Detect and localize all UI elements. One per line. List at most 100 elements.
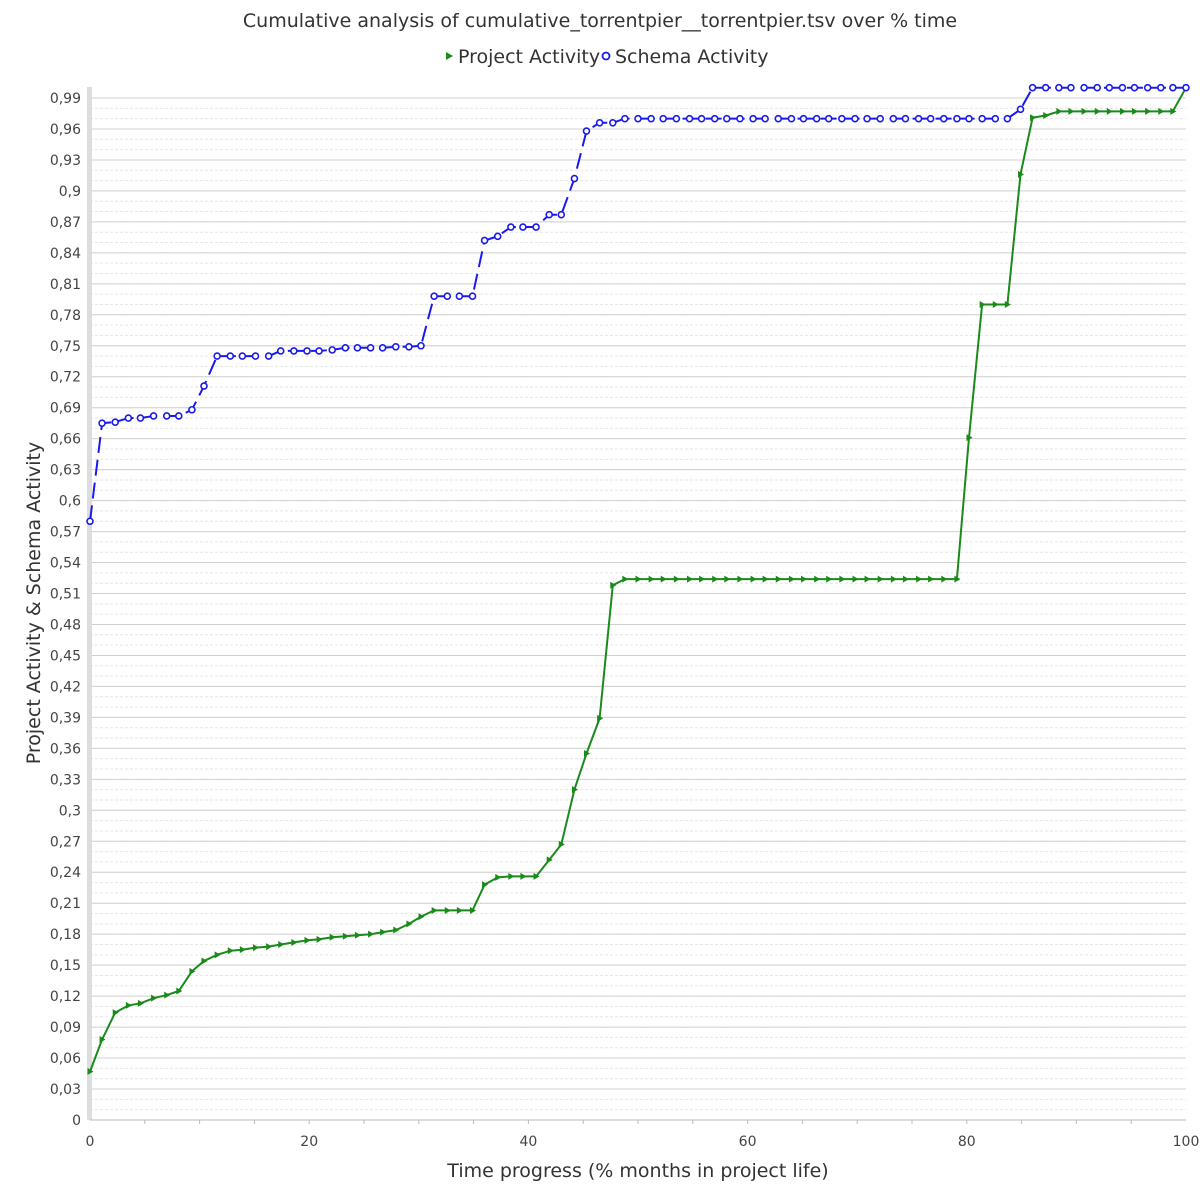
data-point-schema-activity (1067, 83, 1075, 92)
data-point-project-activity (1158, 107, 1165, 115)
data-point-project-activity (112, 1009, 119, 1017)
data-point-schema-activity (378, 344, 387, 352)
data-point-project-activity (278, 941, 285, 949)
data-point-project-activity (291, 938, 298, 946)
data-point-project-activity (890, 575, 897, 583)
data-point-project-activity (954, 575, 961, 583)
data-point-schema-activity (1118, 83, 1127, 92)
y-tick-label: 0,15 (50, 958, 81, 974)
data-point-schema-activity (991, 114, 1000, 123)
data-point-schema-activity (953, 114, 961, 123)
data-point-project-activity (1081, 107, 1088, 115)
data-point-project-activity (979, 300, 986, 308)
data-point-schema-activity (251, 352, 260, 360)
data-point-schema-activity (965, 114, 973, 123)
y-tick-label: 0,33 (50, 772, 81, 788)
data-point-schema-activity (1016, 105, 1025, 114)
x-tick-label: 0 (86, 1134, 95, 1150)
data-point-schema-activity (774, 114, 783, 123)
data-point-project-activity (966, 434, 973, 442)
data-point-schema-activity (557, 210, 566, 219)
data-point-project-activity (354, 931, 361, 939)
data-point-project-activity (724, 575, 731, 583)
data-point-schema-activity (659, 114, 668, 123)
data-point-schema-activity (200, 382, 208, 390)
data-point-project-activity (418, 913, 425, 921)
data-point-project-activity (941, 575, 948, 583)
y-tick-label: 0,9 (59, 184, 81, 200)
y-tick-label: 0,81 (50, 277, 81, 293)
data-point-project-activity (99, 1035, 106, 1043)
data-point-project-activity (622, 575, 629, 583)
data-point-schema-activity (341, 344, 350, 352)
data-point-project-activity (176, 987, 183, 995)
data-point-project-activity (495, 873, 502, 881)
y-tick-label: 0,87 (50, 215, 81, 231)
y-tick-label: 0,42 (50, 679, 81, 695)
data-point-project-activity (762, 575, 769, 583)
data-point-project-activity (852, 575, 859, 583)
y-tick-label: 0,06 (50, 1051, 81, 1067)
chart-title: Cumulative analysis of cumulative_torren… (243, 10, 957, 32)
data-point-project-activity (380, 928, 387, 936)
data-point-schema-activity (519, 223, 527, 231)
data-point-schema-activity (647, 114, 655, 123)
data-point-schema-activity (1093, 83, 1102, 92)
data-point-schema-activity (876, 114, 885, 123)
data-point-project-activity (316, 935, 323, 943)
data-point-schema-activity (608, 118, 617, 127)
data-point-schema-activity (685, 114, 694, 123)
triangle-marker-icon (446, 52, 453, 60)
y-tick-label: 0,75 (50, 339, 81, 355)
data-point-project-activity (635, 575, 642, 583)
data-point-schema-activity (1041, 83, 1050, 92)
data-point-schema-activity (276, 347, 285, 355)
data-point-schema-activity (468, 292, 477, 301)
data-point-project-activity (660, 575, 667, 583)
data-point-project-activity (558, 840, 565, 848)
data-point-schema-activity (761, 114, 769, 123)
data-point-schema-activity (1143, 83, 1152, 92)
data-point-project-activity (916, 575, 923, 583)
data-point-project-activity (610, 581, 617, 589)
data-point-schema-activity (863, 114, 871, 123)
y-tick-label: 0,09 (50, 1020, 81, 1036)
data-point-schema-activity (736, 114, 744, 123)
y-tick-label: 0,96 (50, 122, 81, 138)
data-point-project-activity (533, 872, 540, 880)
data-point-project-activity (597, 714, 604, 722)
y-tick-label: 0,66 (50, 432, 81, 448)
data-point-project-activity (151, 994, 158, 1002)
data-point-schema-activity (455, 292, 464, 301)
data-point-project-activity (1030, 114, 1037, 122)
y-tick-label: 0,48 (50, 617, 81, 633)
data-point-schema-activity (672, 114, 681, 123)
y-tick-label: 0,03 (50, 1082, 81, 1098)
data-point-project-activity (239, 946, 246, 954)
x-tick-label: 40 (519, 1134, 537, 1150)
data-point-project-activity (164, 991, 171, 999)
data-point-schema-activity (162, 412, 171, 420)
data-point-schema-activity (226, 352, 235, 360)
data-point-project-activity (201, 957, 208, 965)
data-point-project-activity (266, 943, 273, 951)
data-point-project-activity (406, 920, 413, 928)
data-point-project-activity (737, 575, 744, 583)
data-point-schema-activity (480, 236, 489, 245)
data-point-schema-activity (1080, 83, 1088, 92)
data-point-project-activity (826, 575, 833, 583)
y-tick-label: 0,36 (50, 741, 81, 757)
data-point-project-activity (304, 936, 311, 944)
data-point-schema-activity (838, 114, 846, 123)
legend-item-schema-activity: Schema Activity (601, 46, 768, 68)
data-point-schema-activity (570, 174, 579, 183)
x-tick-label: 100 (1173, 1134, 1200, 1150)
data-point-schema-activity (722, 114, 731, 123)
data-point-schema-activity (391, 342, 400, 351)
data-point-schema-activity (136, 414, 145, 422)
y-tick-label: 0,72 (50, 370, 81, 386)
data-point-project-activity (1131, 107, 1138, 115)
data-point-project-activity (189, 967, 196, 975)
data-point-schema-activity (290, 347, 298, 355)
data-point-project-activity (1056, 107, 1063, 115)
